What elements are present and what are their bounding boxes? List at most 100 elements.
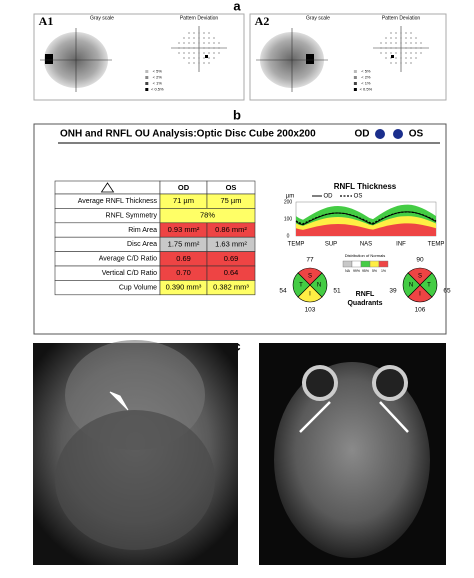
deviation-point bbox=[390, 52, 392, 54]
deviation-point bbox=[208, 62, 210, 64]
deviation-point bbox=[198, 52, 200, 54]
pattern-deviation-title: Pattern Deviation bbox=[180, 15, 219, 21]
deviation-point bbox=[183, 52, 185, 54]
deviation-point bbox=[395, 32, 397, 34]
cell-value: 1.75 mm² bbox=[168, 239, 200, 248]
deviation-point bbox=[385, 42, 387, 44]
deviation-point bbox=[198, 42, 200, 44]
deviation-point bbox=[218, 47, 220, 49]
deviation-point bbox=[193, 62, 195, 64]
deviation-point bbox=[203, 32, 205, 34]
deviation-point bbox=[198, 57, 200, 59]
deviation-point bbox=[405, 42, 407, 44]
quadrant-value: 65 bbox=[443, 288, 451, 295]
deviation-point bbox=[400, 32, 402, 34]
deviation-point bbox=[198, 47, 200, 49]
eye-dot bbox=[393, 129, 403, 139]
cell-value: 0.69 bbox=[224, 254, 239, 263]
gray-scale-title: Gray scale bbox=[90, 15, 114, 21]
deviation-point bbox=[213, 52, 215, 54]
deviation-point bbox=[208, 32, 210, 34]
deviation-point bbox=[410, 32, 412, 34]
mri-eye bbox=[372, 365, 408, 401]
deviation-point bbox=[188, 37, 190, 39]
deviation-point bbox=[183, 57, 185, 59]
row-label: Vertical C/D Ratio bbox=[102, 270, 157, 277]
x-tick-label: TEMP bbox=[288, 242, 305, 248]
deviation-point bbox=[415, 57, 417, 59]
blind-spot bbox=[45, 54, 53, 64]
deviation-point bbox=[188, 47, 190, 49]
deviation-point bbox=[400, 57, 402, 59]
deviation-point bbox=[390, 42, 392, 44]
deviation-point bbox=[405, 47, 407, 49]
deviation-point bbox=[420, 52, 422, 54]
deviation-point bbox=[405, 57, 407, 59]
pattern-deviation-title: Pattern Deviation bbox=[382, 15, 421, 21]
legend-swatch bbox=[353, 70, 357, 73]
deviation-point bbox=[193, 42, 195, 44]
table-header: OD bbox=[178, 183, 190, 192]
deviation-point bbox=[213, 47, 215, 49]
mri-arrow bbox=[299, 401, 331, 433]
cell-value: 0.69 bbox=[176, 254, 191, 263]
deviation-point bbox=[405, 37, 407, 39]
quadrants-title: RNFL bbox=[356, 291, 375, 298]
deviation-point bbox=[395, 52, 397, 54]
deviation-point bbox=[208, 57, 210, 59]
deviation-point bbox=[203, 37, 205, 39]
legend-swatch bbox=[145, 76, 149, 79]
deviation-point bbox=[385, 37, 387, 39]
deviation-point bbox=[395, 47, 397, 49]
legend-label: < 5% bbox=[361, 69, 371, 74]
deviation-point bbox=[415, 42, 417, 44]
legend-label: OD bbox=[324, 194, 334, 200]
deviation-point bbox=[193, 37, 195, 39]
quadrant-value: 39 bbox=[389, 288, 397, 295]
deviation-point bbox=[218, 42, 220, 44]
row-label: Average C/D Ratio bbox=[99, 256, 157, 263]
band-red bbox=[296, 223, 436, 236]
deviation-point bbox=[395, 37, 397, 39]
cell-value: 0.382 mm³ bbox=[213, 283, 249, 292]
quadrant-sector bbox=[309, 272, 328, 298]
deviation-point bbox=[188, 57, 190, 59]
y-tick-label: 0 bbox=[287, 233, 290, 239]
table-header: OS bbox=[226, 183, 237, 192]
distribution-swatch bbox=[378, 260, 389, 268]
row-label: Average RNFL Thickness bbox=[78, 198, 158, 205]
mri-structure bbox=[274, 362, 430, 558]
deviation-point bbox=[203, 42, 205, 44]
cell-value: 0.390 mm³ bbox=[166, 283, 202, 292]
deviation-point bbox=[390, 32, 392, 34]
legend-swatch bbox=[145, 82, 149, 85]
deviation-point bbox=[203, 62, 205, 64]
deviation-point bbox=[400, 42, 402, 44]
distribution-label: 99% bbox=[353, 269, 360, 273]
unit-label: µm bbox=[286, 194, 294, 200]
deviation-point bbox=[198, 37, 200, 39]
quadrant-sector bbox=[292, 272, 311, 298]
quadrant-letter: N bbox=[317, 283, 321, 289]
distribution-label: 5% bbox=[372, 269, 377, 273]
deviation-point bbox=[188, 32, 190, 34]
legend-label: < 1% bbox=[361, 81, 371, 86]
row-label: Disc Area bbox=[127, 241, 157, 248]
deviation-point bbox=[208, 47, 210, 49]
deviation-point bbox=[395, 57, 397, 59]
quadrant-letter: T bbox=[427, 283, 431, 289]
deviation-point bbox=[410, 57, 412, 59]
cell-value: 0.64 bbox=[224, 268, 239, 277]
x-tick-label: TEMP bbox=[428, 242, 445, 248]
deviation-point bbox=[390, 37, 392, 39]
deviation-point bbox=[410, 37, 412, 39]
deviation-point bbox=[208, 42, 210, 44]
cell-value: 75 µm bbox=[221, 196, 242, 205]
deviation-point bbox=[193, 52, 195, 54]
distribution-label: 1% bbox=[381, 269, 386, 273]
x-tick-label: INF bbox=[396, 242, 406, 248]
deviation-point bbox=[385, 47, 387, 49]
distribution-label: 95% bbox=[362, 269, 369, 273]
deviation-point bbox=[405, 52, 407, 54]
deviation-point bbox=[415, 52, 417, 54]
